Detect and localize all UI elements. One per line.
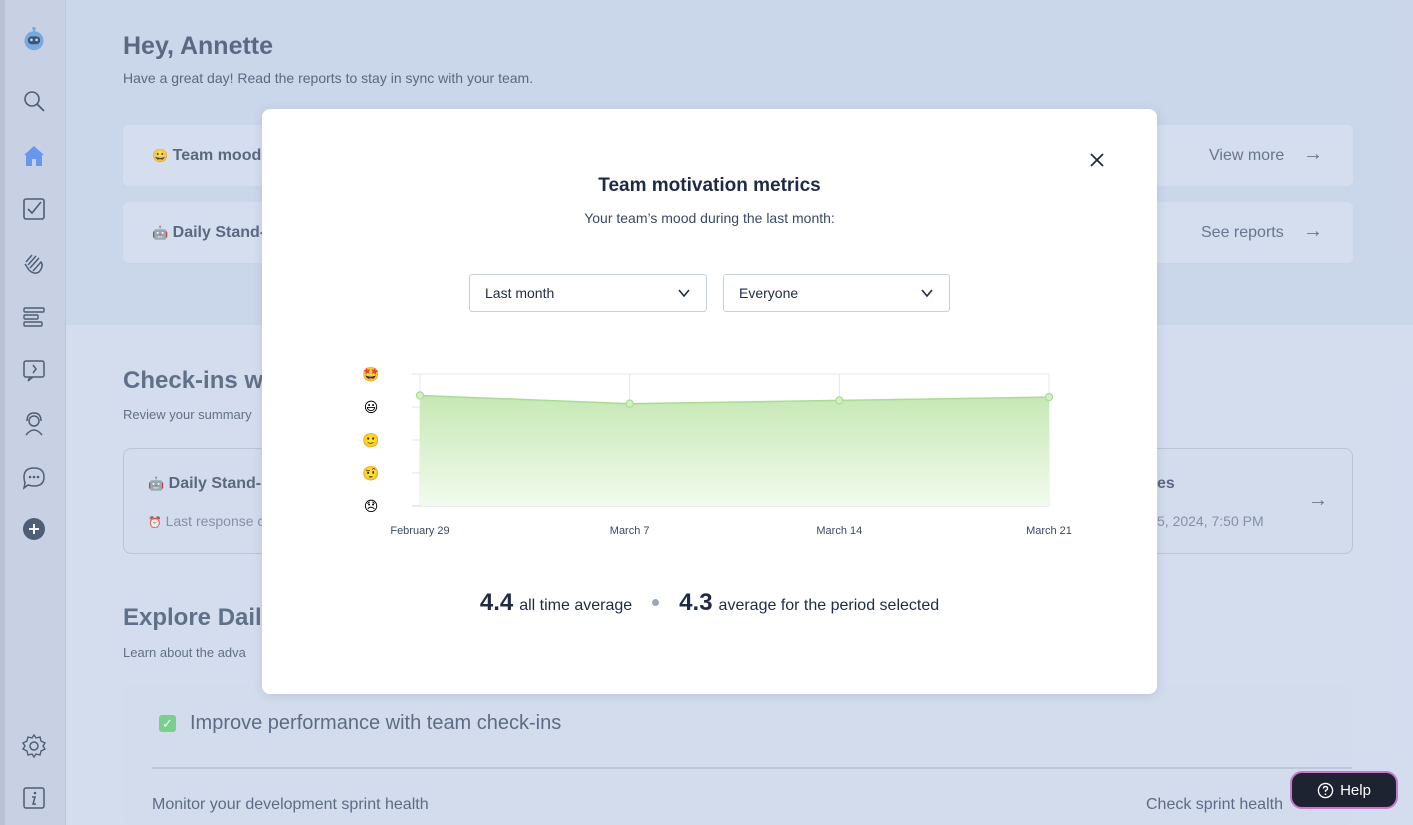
y-tick-mood-icon: 😞 <box>364 499 379 515</box>
bot-emoji-icon: 🤖 <box>148 476 165 491</box>
period-average-label: average for the period selected <box>718 597 940 614</box>
checkins-subtitle: Review your summary <box>123 407 252 422</box>
close-icon[interactable] <box>1086 149 1108 171</box>
x-tick-label: March 21 <box>1026 525 1072 537</box>
checkins-heading: Check-ins w <box>123 367 264 394</box>
team-mood-title: 😀 Team mood <box>152 147 261 165</box>
greeting-text: Hey, <box>123 32 174 60</box>
checkin-card-date: 5, 2024, 7:50 PM <box>1157 513 1264 529</box>
help-label: Help <box>1340 781 1371 799</box>
window-edge <box>0 0 5 825</box>
sidebar <box>0 0 66 825</box>
x-tick-label: March 7 <box>610 525 650 537</box>
people-select-value: Everyone <box>739 285 799 301</box>
performance-card <box>123 685 1353 825</box>
y-tick-mood-icon: 😃 <box>364 400 379 416</box>
kudos-icon[interactable] <box>19 355 49 385</box>
modal-subtitle: Your team’s mood during the last month: <box>584 210 835 226</box>
divider <box>152 767 1352 769</box>
team-mood-label: Team mood <box>172 147 262 164</box>
chevron-down-icon <box>678 289 690 298</box>
data-point <box>835 396 844 405</box>
checkin-card-label: Daily Stand-u <box>168 475 271 492</box>
bot-logo-icon[interactable] <box>19 24 49 54</box>
support-icon[interactable] <box>19 409 49 439</box>
team-motivation-modal: Team motivation metrics Your team’s mood… <box>262 109 1157 694</box>
y-tick-mood-icon: 🤩 <box>362 366 379 383</box>
y-tick-mood-icon: 🤨 <box>362 465 379 482</box>
home-icon[interactable] <box>19 141 49 171</box>
people-select[interactable]: Everyone <box>723 274 950 312</box>
help-button[interactable]: Help <box>1290 771 1398 809</box>
arrow-right-icon[interactable]: → <box>1308 489 1328 511</box>
add-icon[interactable] <box>19 514 49 544</box>
explore-heading: Explore Daily <box>123 604 276 631</box>
arrow-right-icon[interactable]: → <box>1303 220 1323 242</box>
separator-dot <box>652 599 660 606</box>
data-point <box>415 391 425 400</box>
explore-subtitle: Learn about the adva <box>123 645 246 660</box>
question-icon <box>1317 782 1334 798</box>
alarm-clock-icon: ⏰ <box>148 517 162 529</box>
period-select[interactable]: Last month <box>469 274 707 312</box>
period-average-value: 4.3 <box>679 589 713 616</box>
chat-icon[interactable] <box>19 463 49 493</box>
performance-subtitle: Monitor your development sprint health <box>152 796 429 813</box>
bot-emoji-icon: 🤖 <box>152 225 169 240</box>
mood-series-line <box>419 394 1050 405</box>
checkbox-icon[interactable] <box>19 194 49 224</box>
last-response-text: Last response c <box>165 513 265 529</box>
all-time-average-label: all time average <box>519 597 633 614</box>
mood-area-chart: 🤩 😃 🙂 🤨 😞 February 29 March 7 March 14 March 21 <box>362 366 1072 537</box>
average-stats: 4.4 all time average 4.3 average for the… <box>262 589 1157 617</box>
user-name: Annette <box>179 32 274 60</box>
period-select-value: Last month <box>485 285 555 301</box>
check-mark-icon: ✓ <box>159 715 176 732</box>
clap-icon[interactable] <box>19 248 49 278</box>
see-reports-link[interactable]: See reports <box>1201 224 1284 241</box>
arrow-right-icon[interactable]: → <box>1303 143 1323 165</box>
greeting-heading: Hey, Annette <box>123 32 273 61</box>
last-response: ⏰ Last response c <box>148 513 264 529</box>
y-tick-mood-icon: 🙂 <box>362 432 379 449</box>
settings-icon[interactable] <box>19 731 49 761</box>
daily-standup-label: Daily Stand- <box>172 224 266 241</box>
info-icon[interactable] <box>19 783 49 813</box>
x-tick-label: February 29 <box>390 525 449 537</box>
checkin-card-title: 🤖 Daily Stand-u <box>148 475 271 493</box>
modal-title: Team motivation metrics <box>598 175 821 196</box>
mood-area-fill <box>420 395 1049 506</box>
daily-standup-title: 🤖 Daily Stand- <box>152 224 265 242</box>
team-mood-emoji: 😀 <box>152 148 169 163</box>
checkin-card-right-title: es <box>1157 475 1175 492</box>
chevron-down-icon <box>921 289 933 298</box>
data-point <box>1044 392 1054 402</box>
data-point <box>625 399 634 408</box>
view-more-link[interactable]: View more <box>1209 147 1285 164</box>
x-tick-label: March 14 <box>816 525 862 537</box>
performance-title: Improve performance with team check-ins <box>190 712 562 734</box>
greeting-subtitle: Have a great day! Read the reports to st… <box>123 70 534 86</box>
search-icon[interactable] <box>19 86 49 116</box>
check-sprint-health-link[interactable]: Check sprint health <box>1146 796 1283 813</box>
list-icon[interactable] <box>19 302 49 332</box>
all-time-average-value: 4.4 <box>479 589 514 616</box>
